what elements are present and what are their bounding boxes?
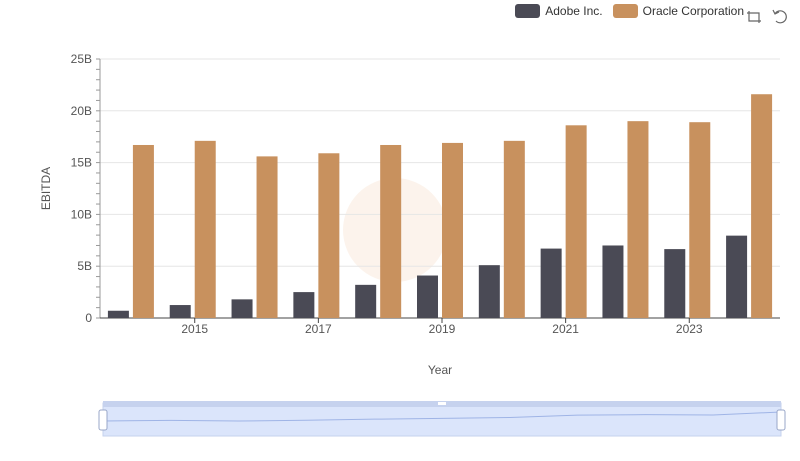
chart-legend: Adobe Inc. Oracle Corporation: [505, 4, 744, 18]
bar-adobe: [107, 310, 129, 318]
y-tick-label: 0: [85, 311, 92, 325]
bar-oracle: [194, 140, 216, 318]
x-tick-label: 2015: [181, 322, 208, 336]
y-axis-title: EBITDA: [39, 167, 53, 210]
bar-adobe: [540, 248, 562, 318]
x-tick-label: 2021: [552, 322, 579, 336]
bar-adobe: [355, 284, 377, 318]
x-tick-label: 2019: [429, 322, 456, 336]
y-tick-label: 25B: [71, 52, 92, 66]
bar-adobe: [231, 299, 253, 318]
y-tick-label: 20B: [71, 104, 92, 118]
y-tick-label: 10B: [71, 207, 92, 221]
zoom-icon[interactable]: [744, 6, 764, 26]
bar-oracle: [503, 140, 525, 318]
data-zoom-slider: [102, 402, 782, 437]
bar-oracle: [132, 144, 154, 318]
bar-adobe: [417, 275, 438, 318]
data-zoom-handle-left[interactable]: [98, 409, 108, 431]
bar-oracle: [751, 94, 773, 318]
x-tick-label: 2017: [305, 322, 332, 336]
y-tick-label: 5B: [77, 259, 92, 273]
legend-label: Adobe Inc.: [545, 4, 603, 18]
legend-swatch: [612, 4, 638, 18]
legend-label: Oracle Corporation: [642, 4, 744, 18]
bar-oracle: [318, 153, 340, 318]
legend-swatch: [515, 4, 541, 18]
x-tick-label: 2023: [676, 322, 703, 336]
bar-adobe: [602, 245, 624, 318]
bar-adobe: [293, 292, 315, 318]
bar-oracle: [380, 144, 402, 318]
bar-oracle: [689, 122, 711, 318]
x-axis-title: Year: [428, 363, 452, 377]
bar-adobe: [169, 305, 191, 318]
bar-adobe: [478, 265, 500, 318]
bar-oracle: [442, 142, 463, 318]
data-zoom-preview-line: [102, 411, 782, 422]
bar-adobe: [726, 235, 748, 318]
chart-toolbox: [738, 6, 790, 26]
legend-item-adobe[interactable]: Adobe Inc.: [515, 4, 603, 18]
y-tick-label: 15B: [71, 156, 92, 170]
bar-oracle: [565, 125, 587, 318]
restore-icon[interactable]: [770, 6, 790, 26]
legend-item-oracle[interactable]: Oracle Corporation: [612, 4, 744, 18]
data-zoom-handle-right[interactable]: [776, 409, 786, 431]
data-zoom-drag-grip: [438, 402, 446, 405]
bar-oracle: [256, 156, 278, 318]
bar-adobe: [664, 249, 686, 318]
bar-oracle: [627, 121, 649, 318]
